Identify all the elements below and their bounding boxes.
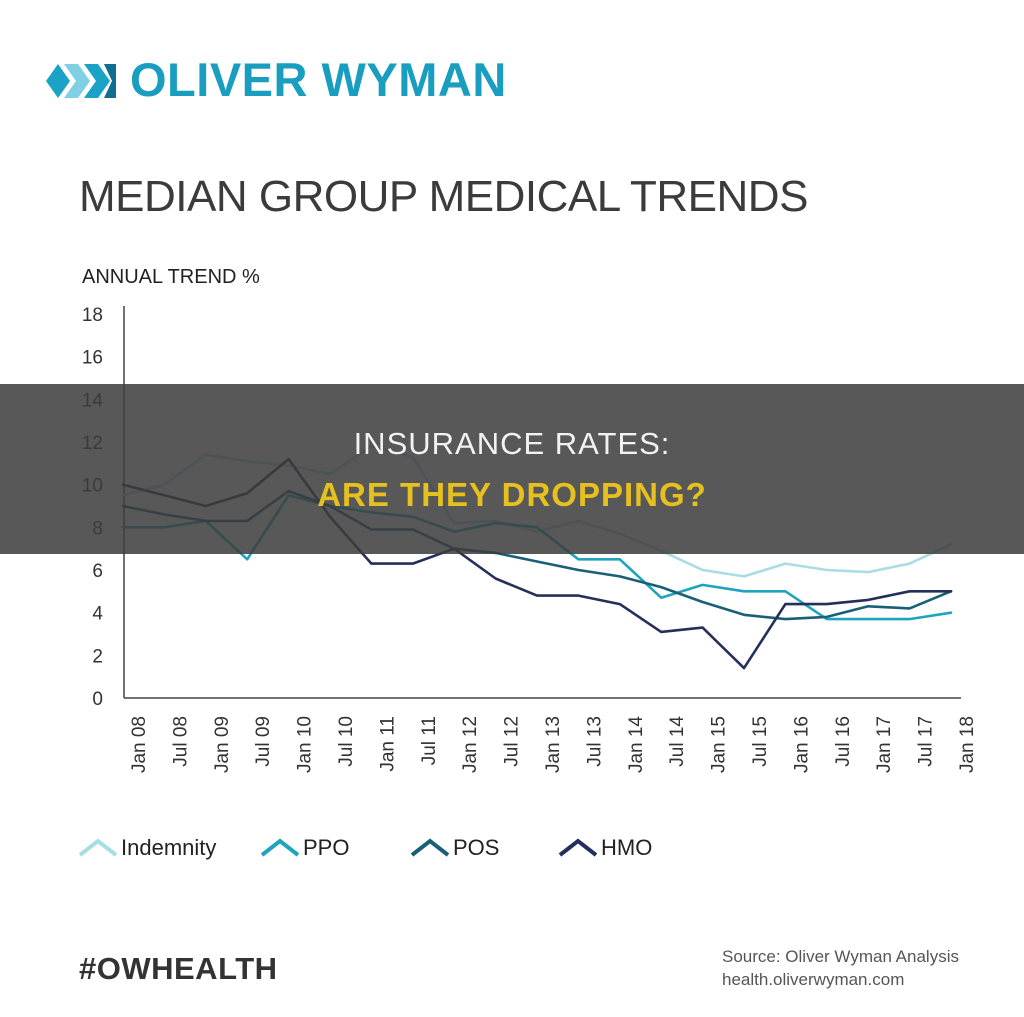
banner-title: INSURANCE RATES: <box>353 426 671 461</box>
y-tick-label: 6 <box>92 561 103 582</box>
x-tick-label: Jul 14 <box>667 716 688 767</box>
x-tick-label: Jul 10 <box>336 716 357 767</box>
x-tick-labels: Jan 08 Jul 08 Jan 09 Jul 09 Jan 10 Jul 10 Jan … <box>129 716 978 773</box>
x-tick-label: Jul 17 <box>916 716 937 767</box>
x-tick-label: Jan 09 <box>212 716 233 773</box>
title-banner: INSURANCE RATES: ARE THEY DROPPING? <box>0 384 1024 554</box>
legend-swatch <box>558 838 598 857</box>
x-tick-label: Jan 11 <box>377 716 398 772</box>
legend-label: Indemnity <box>121 835 216 860</box>
brand-name: OLIVER WYMAN <box>130 53 507 106</box>
x-tick-label: Jul 12 <box>502 716 523 767</box>
legend-item-hmo: HMO <box>558 835 652 860</box>
x-tick-label: Jan 16 <box>791 716 812 773</box>
x-tick-label: Jul 13 <box>584 716 605 767</box>
legend-swatch <box>260 838 300 857</box>
legend-item-ppo: PPO <box>260 835 349 860</box>
x-tick-label: Jan 13 <box>543 716 564 773</box>
x-tick-label: Jul 08 <box>170 716 191 767</box>
x-tick-label: Jan 08 <box>129 716 150 773</box>
y-tick-label: 0 <box>92 689 103 710</box>
x-tick-label: Jan 14 <box>626 716 647 773</box>
source-url: health.oliverwyman.com <box>722 970 905 989</box>
y-tick-label: 4 <box>92 604 103 625</box>
x-tick-label: Jan 15 <box>709 716 730 773</box>
x-tick-label: Jan 18 <box>957 716 978 773</box>
x-tick-label: Jan 10 <box>295 716 316 773</box>
x-tick-label: Jul 09 <box>253 716 274 767</box>
hashtag: #OWHEALTH <box>79 951 278 986</box>
legend-label: PPO <box>303 835 349 860</box>
legend-label: HMO <box>601 835 652 860</box>
source-line: Source: Oliver Wyman Analysis <box>722 947 959 966</box>
legend-item-pos: POS <box>410 835 499 860</box>
legend-swatch <box>410 838 450 857</box>
y-axis-label: ANNUAL TREND % <box>82 266 260 288</box>
x-tick-label: Jan 17 <box>874 716 895 773</box>
x-tick-label: Jul 16 <box>833 716 854 767</box>
y-tick-label: 2 <box>92 646 103 667</box>
legend-label: POS <box>453 835 499 860</box>
legend-swatch <box>78 838 118 857</box>
x-tick-label: Jan 12 <box>460 716 481 773</box>
x-tick-label: Jul 11 <box>419 716 440 765</box>
oliver-wyman-logo <box>46 64 116 98</box>
banner-subtitle: ARE THEY DROPPING? <box>317 476 707 513</box>
y-tick-label: 16 <box>82 348 103 369</box>
x-tick-label: Jul 15 <box>750 716 771 767</box>
legend-item-indemnity: Indemnity <box>78 835 216 860</box>
legend: Indemnity PPO POS HMO <box>78 835 652 860</box>
chart-title: MEDIAN GROUP MEDICAL TRENDS <box>79 172 808 221</box>
source-note: Source: Oliver Wyman Analysis health.oli… <box>722 945 959 991</box>
y-tick-label: 18 <box>82 305 103 326</box>
